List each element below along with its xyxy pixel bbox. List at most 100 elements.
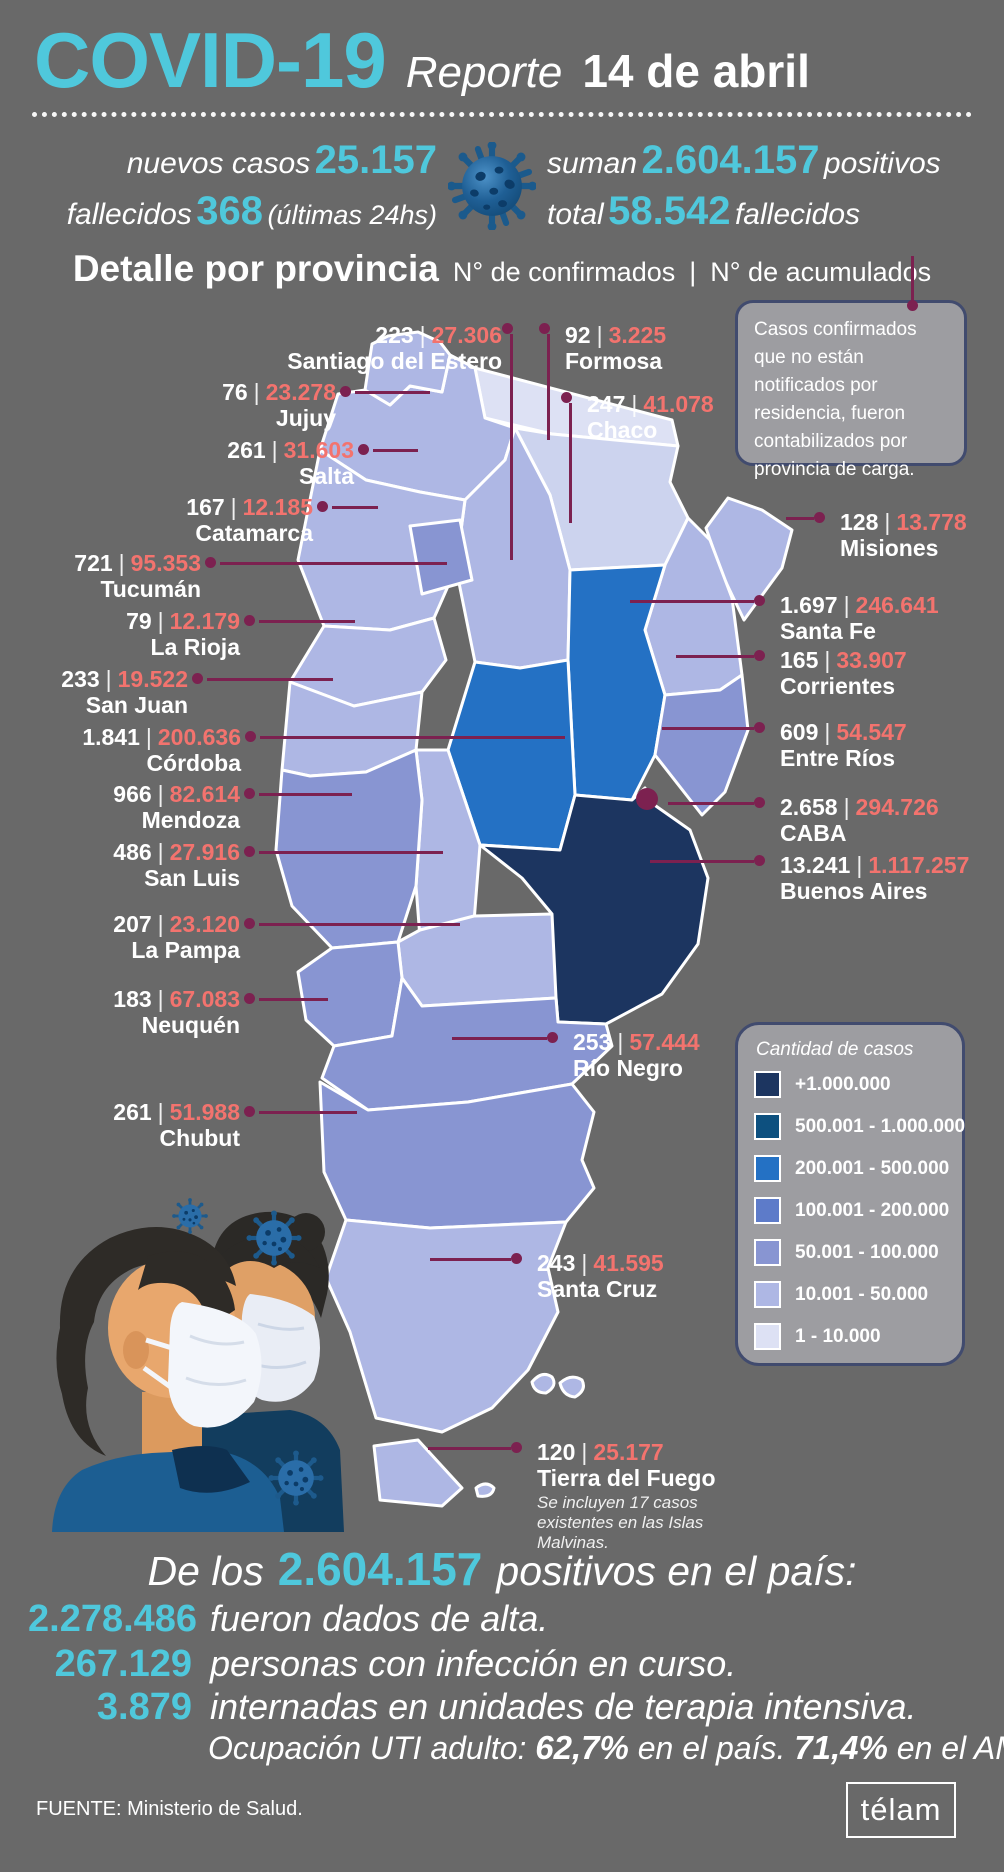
leader-line <box>373 449 418 452</box>
province-label-caba: 2.658 | 294.726 CABA <box>780 794 939 846</box>
person-front <box>52 1227 284 1532</box>
province-label-tucuman: 721 | 95.353 Tucumán <box>74 550 201 602</box>
new-cases-value: 25.157 <box>314 138 437 182</box>
leader-dot <box>502 323 513 334</box>
deaths-value: 368 <box>196 189 263 233</box>
legend-swatch <box>754 1281 781 1308</box>
section-heading: Detalle por provincia N° de confirmados … <box>72 248 932 289</box>
province-neuquen <box>296 940 404 1048</box>
leader-dot <box>244 918 255 929</box>
leader-dot <box>814 512 825 523</box>
icu-row: 3.879 internadas en unidades de terapia … <box>96 1686 917 1728</box>
source-note: FUENTE: Ministerio de Salud. <box>36 1798 303 1820</box>
province-label-chaco: 247 | 41.078 Chaco <box>587 391 714 443</box>
province-tucuman <box>408 518 474 596</box>
leader-line <box>786 517 814 520</box>
leader-line <box>430 1258 511 1261</box>
leader-dot <box>511 1253 522 1264</box>
province-label-catamarca: 167 | 12.185 Catamarca <box>186 494 313 546</box>
province-label-la-rioja: 79 | 12.179 La Rioja <box>126 608 240 660</box>
malvinas-note: Se incluyen 17 casos existentes en las I… <box>537 1493 704 1552</box>
province-label-tierra-del-fuego: 120 | 25.177 Tierra del Fuego Se incluyen … <box>537 1439 772 1553</box>
leader-dot <box>539 323 550 334</box>
leader-line <box>547 334 550 440</box>
province-label-formosa: 92 | 3.225 Formosa <box>565 322 667 374</box>
total-cases-value: 2.604.157 <box>641 138 820 182</box>
province-tierra-del-fuego <box>372 1438 464 1508</box>
summary-stats: nuevos casos 25.157 <box>30 138 974 234</box>
province-buenos-aires <box>478 786 710 1026</box>
province-label-corrientes: 165 | 33.907 Corrientes <box>780 647 907 699</box>
province-label-neuquen: 183 | 67.083 Neuquén <box>113 986 240 1038</box>
province-mendoza <box>274 748 424 950</box>
islas-malvinas-east <box>558 1375 585 1399</box>
report-date: 14 de abril <box>582 45 810 97</box>
leader-line <box>259 998 328 1001</box>
province-santa-cruz <box>324 1218 568 1434</box>
total-deaths: total 58.542 fallecidos <box>547 189 861 233</box>
leader-dot <box>192 673 203 684</box>
leader-dot <box>561 392 572 403</box>
leader-line <box>662 727 754 730</box>
leader-line <box>630 600 754 603</box>
hair-bun <box>287 1213 325 1251</box>
legend-item: 50.001 - 100.000 <box>754 1239 946 1266</box>
legend-item: 1 - 10.000 <box>754 1323 946 1350</box>
province-label-buenos-aires: 13.241 | 1.117.257 Buenos Aires <box>780 852 970 904</box>
leader-line <box>911 256 914 306</box>
province-label-salta: 261 | 31.603 Salta <box>227 437 354 489</box>
masked-people-illustration <box>52 1196 344 1532</box>
leader-dot <box>754 797 765 808</box>
leader-dot <box>358 444 369 455</box>
total-cases: suman 2.604.157 positivos <box>547 138 941 182</box>
argentina-map <box>274 330 794 1508</box>
uti-amba-pct: 71,4% <box>794 1729 888 1766</box>
uti-country-pct: 62,7% <box>535 1729 629 1766</box>
province-label-santa-cruz: 243 | 41.595 Santa Cruz <box>537 1250 664 1302</box>
legend-title: Cantidad de casos <box>756 1039 914 1060</box>
accumulated-legend-label: N° de acumulados <box>710 257 932 287</box>
province-label-la-pampa: 207 | 23.120 La Pampa <box>113 911 240 963</box>
note-box: Casos confirmados que no están notificad… <box>735 300 967 480</box>
ear <box>123 1331 149 1369</box>
dotted-divider <box>32 112 972 117</box>
legend-swatch <box>754 1323 781 1350</box>
leader-dot <box>754 855 765 866</box>
leader-line <box>207 678 333 681</box>
legend-swatch <box>754 1113 781 1140</box>
virus-particle <box>170 1196 210 1236</box>
coronavirus-icon <box>437 138 547 234</box>
icu-occupancy-line: Ocupación UTI adulto: 62,7% en el país. … <box>208 1729 1004 1766</box>
province-jujuy <box>363 330 452 407</box>
total-deaths-value: 58.542 <box>608 189 731 233</box>
leader-dot <box>244 615 255 626</box>
confirmed-legend-label: N° de confirmados <box>452 257 676 287</box>
islet <box>474 1482 496 1498</box>
province-label-san-luis: 486 | 27.916 San Luis <box>113 839 240 891</box>
province-chubut <box>318 1080 596 1230</box>
province-label-misiones: 128 | 13.778 Misiones <box>840 509 967 561</box>
leader-line <box>668 802 754 805</box>
leader-dot <box>340 386 351 397</box>
caba-marker-dot <box>636 788 658 810</box>
virus-particle <box>246 1210 301 1265</box>
leader-dot <box>754 722 765 733</box>
leader-line <box>428 1447 511 1450</box>
new-cases: nuevos casos 25.157 <box>126 138 437 182</box>
province-label-san-juan: 233 | 19.522 San Juan <box>61 666 188 718</box>
province-label-cordoba: 1.841 | 200.636 Córdoba <box>82 724 241 776</box>
legend-item: 10.001 - 50.000 <box>754 1281 946 1308</box>
leader-line <box>259 1111 357 1114</box>
note-text: Casos confirmados que no están notificad… <box>754 319 917 480</box>
legend-swatch <box>754 1197 781 1224</box>
leader-dot <box>754 650 765 661</box>
leader-line <box>259 851 443 854</box>
deaths-24h: fallecidos 368 (últimas 24hs) <box>66 189 437 233</box>
leader-dot <box>205 557 216 568</box>
header: COVID-19 Reporte 14 de abril <box>34 19 974 102</box>
province-label-santa-fe: 1.697 | 246.641 Santa Fe <box>780 592 939 644</box>
leader-dot <box>754 595 765 606</box>
report-label: Reporte <box>405 48 563 97</box>
totals-intro: De los 2.604.157 positivos en el país: <box>147 1543 857 1595</box>
